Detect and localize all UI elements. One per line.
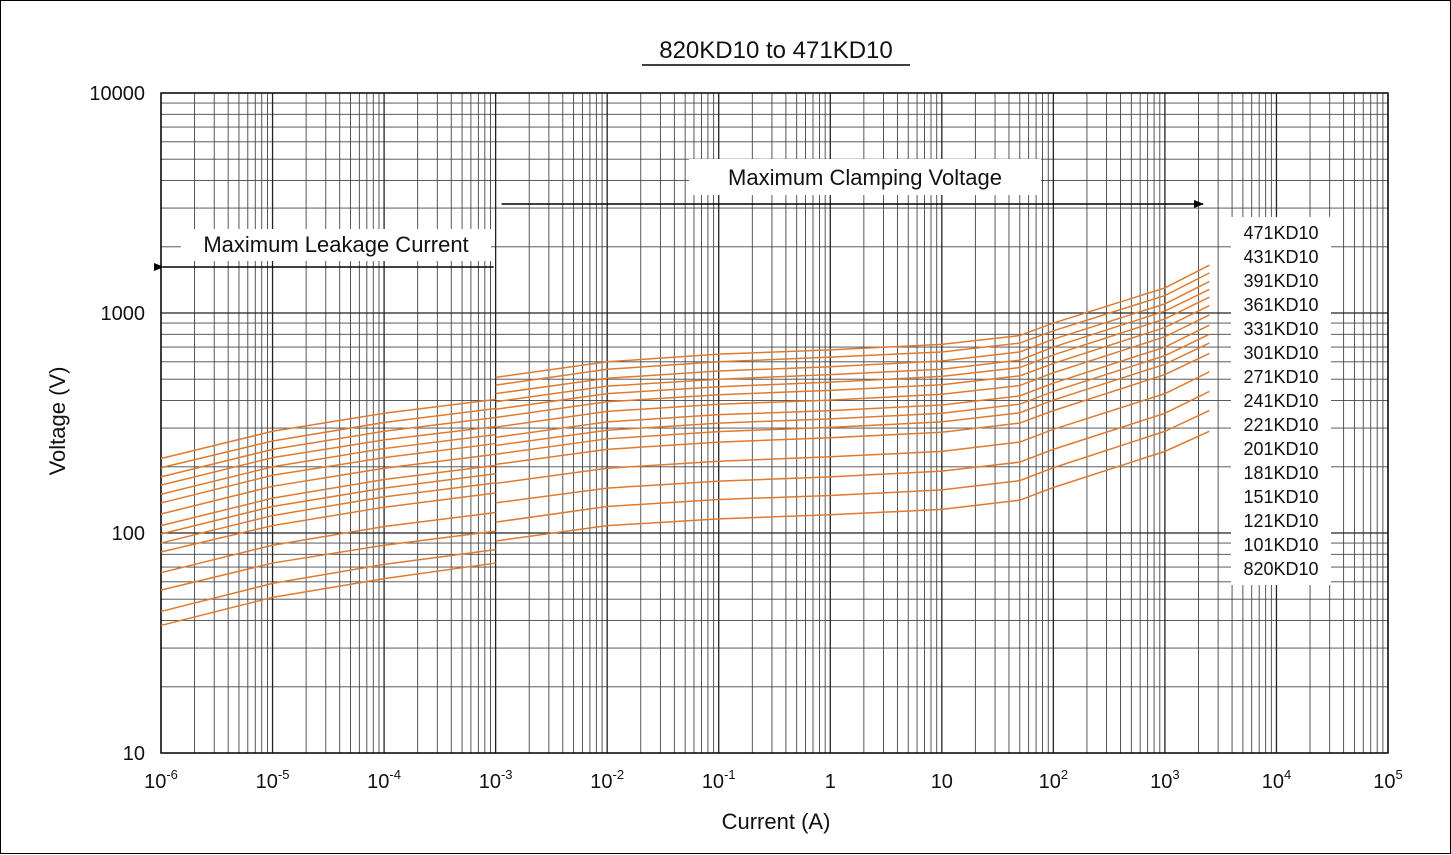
y-tick-label: 1000	[101, 303, 146, 325]
leakage-line	[160, 511, 496, 574]
leakage-line	[160, 464, 496, 527]
x-tick-label: 105	[1373, 767, 1402, 793]
clamp-line	[495, 371, 1210, 485]
plot-border	[160, 92, 1389, 754]
annotation-layer: Maximum Clamping Voltage Maximum Leakage …	[154, 159, 1204, 271]
legend-layer: 471KD10 431KD10 391KD10 361KD10 331KD10 301KD…	[1231, 217, 1331, 585]
legend-item: 101KD10	[1243, 535, 1318, 555]
leakage-line	[160, 398, 496, 460]
series-121KD10	[160, 390, 1210, 591]
x-tick-label: 1	[825, 771, 836, 793]
legend-item: 221KD10	[1243, 415, 1318, 435]
clamp-line	[495, 409, 1210, 523]
leakage-line	[160, 492, 496, 553]
series-201KD10	[160, 342, 1210, 544]
legend-item: 201KD10	[1243, 439, 1318, 459]
clamp-line	[495, 314, 1210, 428]
legend-item: 271KD10	[1243, 367, 1318, 387]
legend-item: 820KD10	[1243, 559, 1318, 579]
x-tick-label: 102	[1039, 767, 1068, 793]
leakage-label-bg	[181, 229, 491, 261]
legend-item: 471KD10	[1243, 223, 1318, 243]
series-820KD10	[160, 430, 1210, 627]
legend-item: 331KD10	[1243, 319, 1318, 339]
legend-item: 391KD10	[1243, 271, 1318, 291]
clamping-annotation: Maximum Clamping Voltage	[728, 165, 1002, 190]
clamp-line	[495, 280, 1210, 395]
series-361KD10	[160, 288, 1210, 486]
legend-box	[1231, 217, 1331, 585]
x-tick-label: 103	[1150, 767, 1179, 793]
y-axis-label: Voltage (V)	[45, 367, 70, 476]
leakage-line	[160, 425, 496, 486]
clamping-label-bg	[689, 159, 1041, 195]
clamp-line	[495, 296, 1210, 411]
x-tick-label: 10-2	[590, 767, 624, 793]
x-tick-label: 10-4	[367, 767, 401, 793]
clamp-line	[495, 390, 1210, 504]
leakage-line	[160, 530, 496, 591]
leakage-line	[160, 453, 496, 515]
series-431KD10	[160, 272, 1210, 469]
clamp-line	[495, 272, 1210, 386]
leakage-line	[160, 433, 496, 495]
series-221KD10	[160, 333, 1210, 535]
leakage-line	[160, 442, 496, 504]
clamp-line	[495, 288, 1210, 403]
clamp-line	[495, 304, 1210, 419]
leakage-line	[160, 472, 496, 535]
x-tick-label: 10-1	[702, 767, 736, 793]
series-471KD10	[160, 264, 1210, 460]
leakage-line	[160, 407, 496, 469]
chart-title: 820KD10 to 471KD10	[659, 37, 893, 64]
legend-item: 181KD10	[1243, 463, 1318, 483]
x-axis-label: Current (A)	[722, 809, 831, 834]
legend-item: 241KD10	[1243, 391, 1318, 411]
y-tick-label: 100	[112, 523, 145, 545]
leakage-annotation: Maximum Leakage Current	[203, 232, 468, 257]
y-tick-label: 10	[123, 743, 145, 765]
series-101KD10	[160, 409, 1210, 613]
y-tick-label: 10000	[89, 83, 145, 105]
series-301KD10	[160, 304, 1210, 504]
leakage-line	[160, 548, 496, 613]
legend-item: 361KD10	[1243, 295, 1318, 315]
series-151KD10	[160, 371, 1210, 574]
legend-item: 301KD10	[1243, 343, 1318, 363]
x-tick-label: 10	[931, 771, 953, 793]
clamp-line	[495, 333, 1210, 447]
series-391KD10	[160, 280, 1210, 478]
leakage-line	[160, 482, 496, 544]
clamp-line	[495, 352, 1210, 466]
clamp-line	[495, 342, 1210, 455]
series-181KD10	[160, 352, 1210, 553]
legend-item: 431KD10	[1243, 247, 1318, 267]
tick-labels: 10-6 10-5 10-4 10-3 10-2 10-1 1 10 102 103 104 105 1…	[89, 83, 1402, 793]
x-tick-label: 10-3	[479, 767, 513, 793]
x-tick-label: 10-6	[144, 767, 178, 793]
series-331KD10	[160, 296, 1210, 495]
series-271KD10	[160, 314, 1210, 515]
legend-item: 121KD10	[1243, 511, 1318, 531]
x-tick-label: 104	[1262, 767, 1291, 793]
series-layer	[160, 264, 1210, 627]
leakage-line	[160, 562, 496, 627]
leakage-line	[160, 416, 496, 478]
series-241KD10	[160, 324, 1210, 527]
clamp-line	[495, 430, 1210, 542]
clamp-line	[495, 264, 1210, 379]
legend-item: 151KD10	[1243, 487, 1318, 507]
x-tick-label: 10-5	[256, 767, 290, 793]
clamp-line	[495, 324, 1210, 439]
